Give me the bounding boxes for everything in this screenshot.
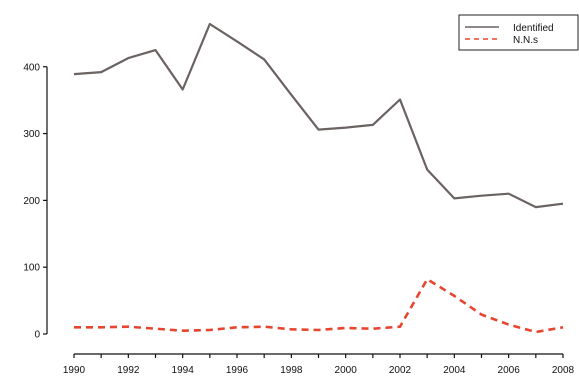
legend: Identified N.N.s [458, 14, 579, 51]
axes: 1990 1992 1994 1996 1998 2000 2002 2004 2006 2008… [23, 62, 574, 376]
y-tick-label: 200 [23, 196, 40, 207]
y-tick-label: 300 [23, 129, 40, 140]
x-tick-label: 2002 [389, 365, 412, 376]
x-tick-label: 2008 [552, 365, 575, 376]
legend-label-identified: Identified [513, 23, 554, 34]
x-tick-label: 1994 [172, 365, 195, 376]
x-tick-label: 2004 [443, 365, 466, 376]
y-tick-label: 0 [34, 330, 40, 341]
series-lines [73, 22, 564, 334]
x-tick-label: 2000 [335, 365, 358, 376]
series-line-nns [74, 277, 564, 334]
y-tick-label: 400 [23, 62, 40, 73]
legend-label-nns: N.N.s [513, 35, 538, 46]
x-tick-label: 1998 [280, 365, 303, 376]
y-tick-label: 100 [23, 263, 40, 274]
legend-box [458, 14, 579, 51]
x-tick-label: 2006 [498, 365, 521, 376]
x-tick-label: 1992 [117, 365, 140, 376]
x-tick-label: 1996 [226, 365, 249, 376]
x-tick-label: 1990 [63, 365, 86, 376]
series-line-identified [73, 22, 564, 209]
